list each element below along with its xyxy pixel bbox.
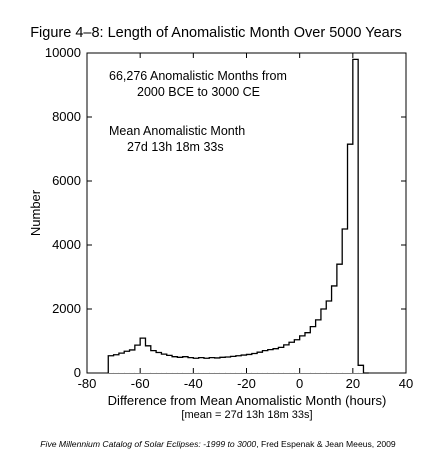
histogram-bar bbox=[294, 339, 300, 373]
source-credit-authors: , Fred Espenak & Jean Meeus, 2009 bbox=[256, 439, 396, 449]
histogram-bar bbox=[172, 356, 178, 373]
histogram-bar bbox=[358, 365, 364, 373]
histogram-bar bbox=[145, 345, 151, 373]
histogram-bar bbox=[225, 357, 231, 373]
x-tick-label: 0 bbox=[296, 376, 303, 391]
histogram-bar bbox=[304, 332, 311, 373]
histogram-bar bbox=[278, 347, 284, 373]
annotations: 66,276 Anomalistic Months from 2000 BCE … bbox=[109, 69, 287, 154]
histogram-bar bbox=[177, 357, 183, 373]
histogram-bar bbox=[331, 285, 337, 373]
y-axis-label: Number bbox=[28, 189, 43, 236]
y-tick-label: 4000 bbox=[52, 237, 81, 252]
histogram-bar bbox=[262, 350, 268, 373]
x-tick-label: -20 bbox=[237, 376, 256, 391]
histogram-bar bbox=[129, 349, 135, 373]
histogram-bar bbox=[241, 355, 247, 373]
histogram-bar bbox=[113, 354, 119, 373]
histogram-bar bbox=[246, 354, 252, 373]
histogram-bar bbox=[193, 358, 199, 373]
histogram-bar bbox=[267, 349, 274, 373]
histogram-bar bbox=[315, 319, 321, 373]
x-axis-note: [mean = 27d 13h 18m 33s] bbox=[181, 409, 312, 421]
histogram-bar bbox=[118, 353, 125, 373]
histogram-bar bbox=[326, 301, 332, 373]
histogram-bar bbox=[214, 357, 220, 373]
histogram-bar bbox=[140, 338, 146, 373]
histogram-bar bbox=[166, 355, 173, 373]
histogram-bar bbox=[251, 353, 258, 373]
source-credit-title: Five Millennium Catalog of Solar Eclipse… bbox=[40, 439, 256, 449]
histogram-bar bbox=[230, 356, 236, 373]
histogram-bar bbox=[150, 350, 157, 373]
histogram-bar bbox=[203, 358, 210, 373]
annotation-line-4: 27d 13h 18m 33s bbox=[127, 140, 224, 154]
annotation-line-1: 66,276 Anomalistic Months from bbox=[109, 69, 287, 83]
histogram-bar bbox=[134, 345, 141, 373]
histogram-bar bbox=[156, 352, 162, 373]
chart-title: Figure 4–8: Length of Anomalistic Month … bbox=[30, 25, 402, 41]
y-tick-label: 2000 bbox=[52, 301, 81, 316]
histogram-bar bbox=[124, 351, 130, 373]
y-tick-label: 8000 bbox=[52, 109, 81, 124]
y-tick-label: 0 bbox=[74, 365, 81, 380]
y-tick-label: 6000 bbox=[52, 173, 81, 188]
histogram-outline bbox=[107, 58, 369, 374]
source-credit: Five Millennium Catalog of Solar Eclipse… bbox=[40, 439, 396, 449]
histogram-bar bbox=[198, 357, 204, 373]
histogram-bar bbox=[161, 354, 167, 373]
histogram-bar bbox=[320, 309, 327, 373]
histogram-bar bbox=[108, 355, 114, 373]
histogram-bar bbox=[289, 342, 295, 373]
x-tick-label: -60 bbox=[131, 376, 150, 391]
histogram-bar bbox=[219, 357, 226, 373]
histogram-bar bbox=[188, 357, 194, 373]
histogram-bar bbox=[182, 356, 189, 373]
x-tick-label: -40 bbox=[184, 376, 203, 391]
histogram-bar bbox=[209, 357, 215, 373]
histogram-bar bbox=[273, 348, 279, 373]
histogram-bar bbox=[283, 344, 290, 373]
plot-area: -80 -60 -40 -20 0 20 40 0 2000 4000 6000 8000 10000 bbox=[45, 45, 413, 391]
histogram-bar bbox=[352, 59, 359, 374]
x-tick-label: 40 bbox=[399, 376, 413, 391]
annotation-line-3: Mean Anomalistic Month bbox=[109, 124, 245, 138]
annotation-line-2: 2000 BCE to 3000 CE bbox=[137, 85, 260, 99]
histogram-bar bbox=[310, 326, 316, 373]
histogram-bar bbox=[342, 229, 348, 373]
x-tick-label: 20 bbox=[346, 376, 360, 391]
histogram-bar bbox=[235, 355, 242, 373]
x-axis-label: Difference from Mean Anomalistic Month (… bbox=[108, 393, 387, 408]
histogram-bar bbox=[257, 352, 263, 373]
histogram-bar bbox=[299, 335, 305, 373]
histogram-bar bbox=[347, 144, 353, 373]
x-tick-label: -80 bbox=[78, 376, 97, 391]
histogram-bar bbox=[336, 264, 343, 373]
y-tick-label: 10000 bbox=[45, 45, 81, 60]
